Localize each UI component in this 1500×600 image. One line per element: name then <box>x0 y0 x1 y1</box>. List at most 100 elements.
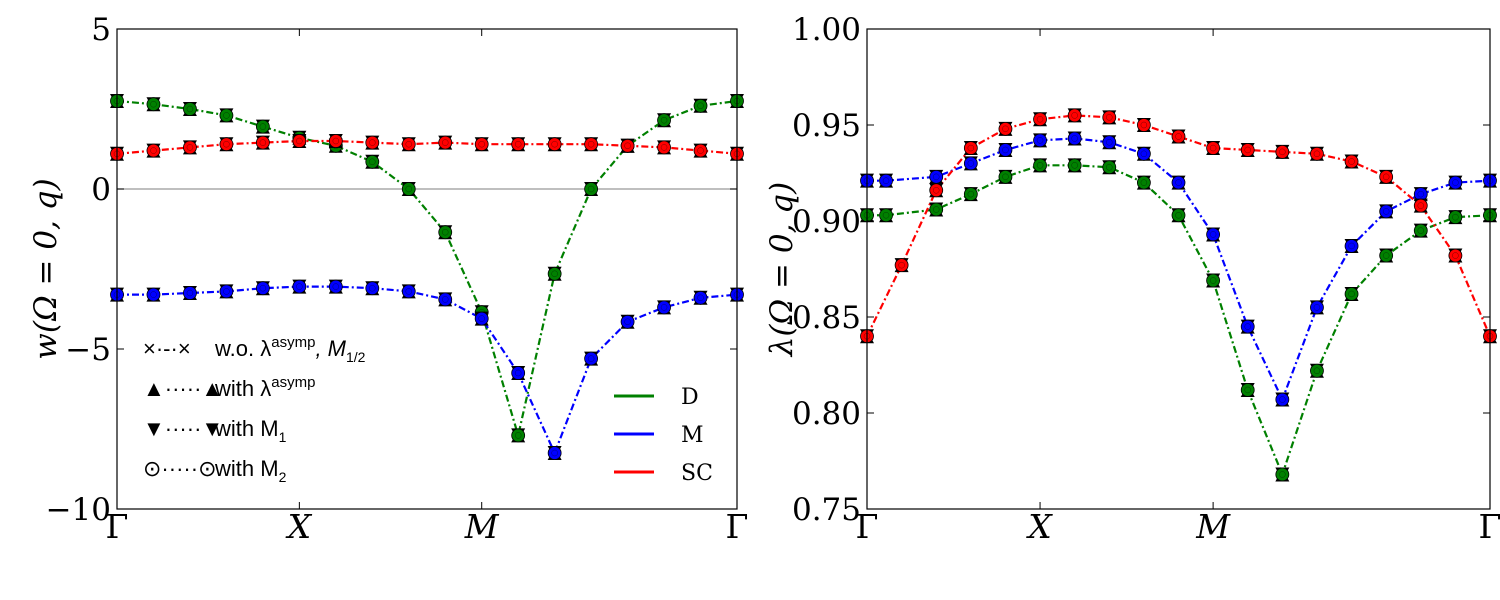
right-point-sc <box>894 258 909 273</box>
right-ytick-label: 0.80 <box>792 396 861 432</box>
right-point-d <box>1448 210 1463 225</box>
left-point-sc <box>365 135 380 150</box>
marker-legend-label: with M1 <box>214 416 287 445</box>
left-point-m <box>328 279 343 294</box>
right-point-m <box>1448 175 1463 190</box>
color-legend-label-d: D <box>681 385 699 410</box>
left-xtick-label: M <box>464 507 500 546</box>
right-point-sc <box>929 183 944 198</box>
left-point-d <box>401 182 416 196</box>
right-point-m <box>1379 204 1394 219</box>
right-ytick-label: 1.00 <box>792 12 861 48</box>
right-point-sc <box>1171 129 1186 144</box>
right-point-sc <box>1067 108 1082 123</box>
right-axes-frame <box>866 28 1491 510</box>
right-point-m <box>963 156 978 171</box>
right-y-ticks: 1.00 0.95 0.90 0.85 0.80 0.75 <box>792 12 1490 528</box>
left-axes-frame <box>116 28 738 510</box>
right-point-d <box>963 187 978 202</box>
right-point-m <box>879 173 894 188</box>
right-point-m <box>929 169 944 184</box>
right-point-d <box>1033 158 1048 173</box>
right-point-m <box>1344 238 1359 253</box>
right-point-d <box>1102 160 1117 175</box>
right-point-sc <box>1275 144 1290 159</box>
left-point-sc <box>657 140 672 155</box>
left-point-d <box>255 119 270 134</box>
right-point-m <box>1413 187 1428 202</box>
left-point-m <box>182 286 197 300</box>
left-point-m <box>292 279 307 294</box>
left-series-line-d <box>116 99 738 440</box>
left-point-sc <box>219 137 234 152</box>
left-xtick-label: X <box>285 507 313 546</box>
right-point-sc <box>1448 248 1463 263</box>
right-point-sc <box>963 141 978 156</box>
marker-legend-symbol: ×·-·× <box>143 336 191 361</box>
left-point-d <box>511 428 526 443</box>
left-point-d <box>657 113 672 128</box>
right-point-d <box>1067 158 1082 173</box>
right-point-sc <box>1240 142 1255 157</box>
right-xtick-label: M <box>1195 507 1231 546</box>
left-point-m <box>401 284 416 299</box>
right-point-m <box>1102 135 1117 150</box>
left-point-d <box>584 182 599 196</box>
left-xtick-label: Γ <box>726 507 749 546</box>
right-point-m <box>998 142 1013 157</box>
marker-legend-symbol: ▼·····▼ <box>143 416 223 441</box>
left-point-sc <box>146 143 161 158</box>
left-point-m <box>438 292 453 307</box>
left-series-line-sc <box>116 139 738 155</box>
right-point-sc <box>1309 146 1324 161</box>
left-point-m <box>511 366 526 380</box>
right-ytick-label: 0.90 <box>792 204 861 240</box>
marker-legend-label: with λasymp <box>214 374 315 401</box>
left-series-line-m <box>117 285 738 456</box>
marker-legend: ×·-·× w.o. λasymp, M1/2 ▲·····▲with λasymp… <box>143 334 366 485</box>
right-point-d <box>1379 248 1394 263</box>
right-panel: 1.00 0.95 0.90 0.85 0.80 0.75 Γ X M Γ λ(Ω = 0, q… <box>764 12 1500 546</box>
right-series-line-sc <box>866 114 1492 337</box>
left-point-d <box>219 108 234 123</box>
right-xtick-label: Γ <box>1479 507 1500 546</box>
left-ytick-label: −5 <box>65 332 111 368</box>
right-point-d <box>1171 208 1186 223</box>
left-point-sc <box>693 143 708 158</box>
left-point-d <box>182 102 197 116</box>
right-point-sc <box>1102 110 1117 125</box>
left-point-sc <box>255 135 270 150</box>
left-ytick-label: 0 <box>91 172 111 208</box>
right-series-group <box>860 108 1497 482</box>
color-legend: DM SC <box>614 385 713 486</box>
right-point-d <box>929 202 944 217</box>
left-point-sc <box>547 137 562 152</box>
right-point-m <box>1309 300 1324 315</box>
right-y-axis-label: λ(Ω = 0, q) <box>764 182 800 359</box>
left-point-m <box>365 281 380 296</box>
color-legend-label-sc: SC <box>681 461 713 486</box>
marker-legend-symbol: ▲·····▲ <box>143 376 223 401</box>
right-point-m <box>1240 319 1255 334</box>
right-xtick-label: Γ <box>856 507 879 546</box>
left-point-d <box>693 98 708 113</box>
right-ytick-label: 0.95 <box>792 108 861 144</box>
right-point-sc <box>1344 154 1359 169</box>
right-point-d <box>1240 382 1255 397</box>
left-point-m <box>255 281 270 296</box>
right-point-sc <box>1033 112 1048 127</box>
left-point-m <box>693 290 708 305</box>
left-point-sc <box>474 137 489 152</box>
left-point-sc <box>292 134 307 148</box>
marker-legend-label: w.o. λasymp, M1/2 <box>214 334 366 365</box>
left-y-ticks: 5 0 −5 −10 <box>46 12 737 528</box>
right-point-d <box>1344 286 1359 301</box>
left-series-group <box>110 94 744 460</box>
right-point-d <box>1206 273 1221 288</box>
right-point-m <box>1275 392 1290 407</box>
right-point-m <box>1067 131 1082 146</box>
right-point-sc <box>1206 141 1221 156</box>
right-point-d <box>879 208 894 223</box>
left-point-m <box>584 351 599 366</box>
